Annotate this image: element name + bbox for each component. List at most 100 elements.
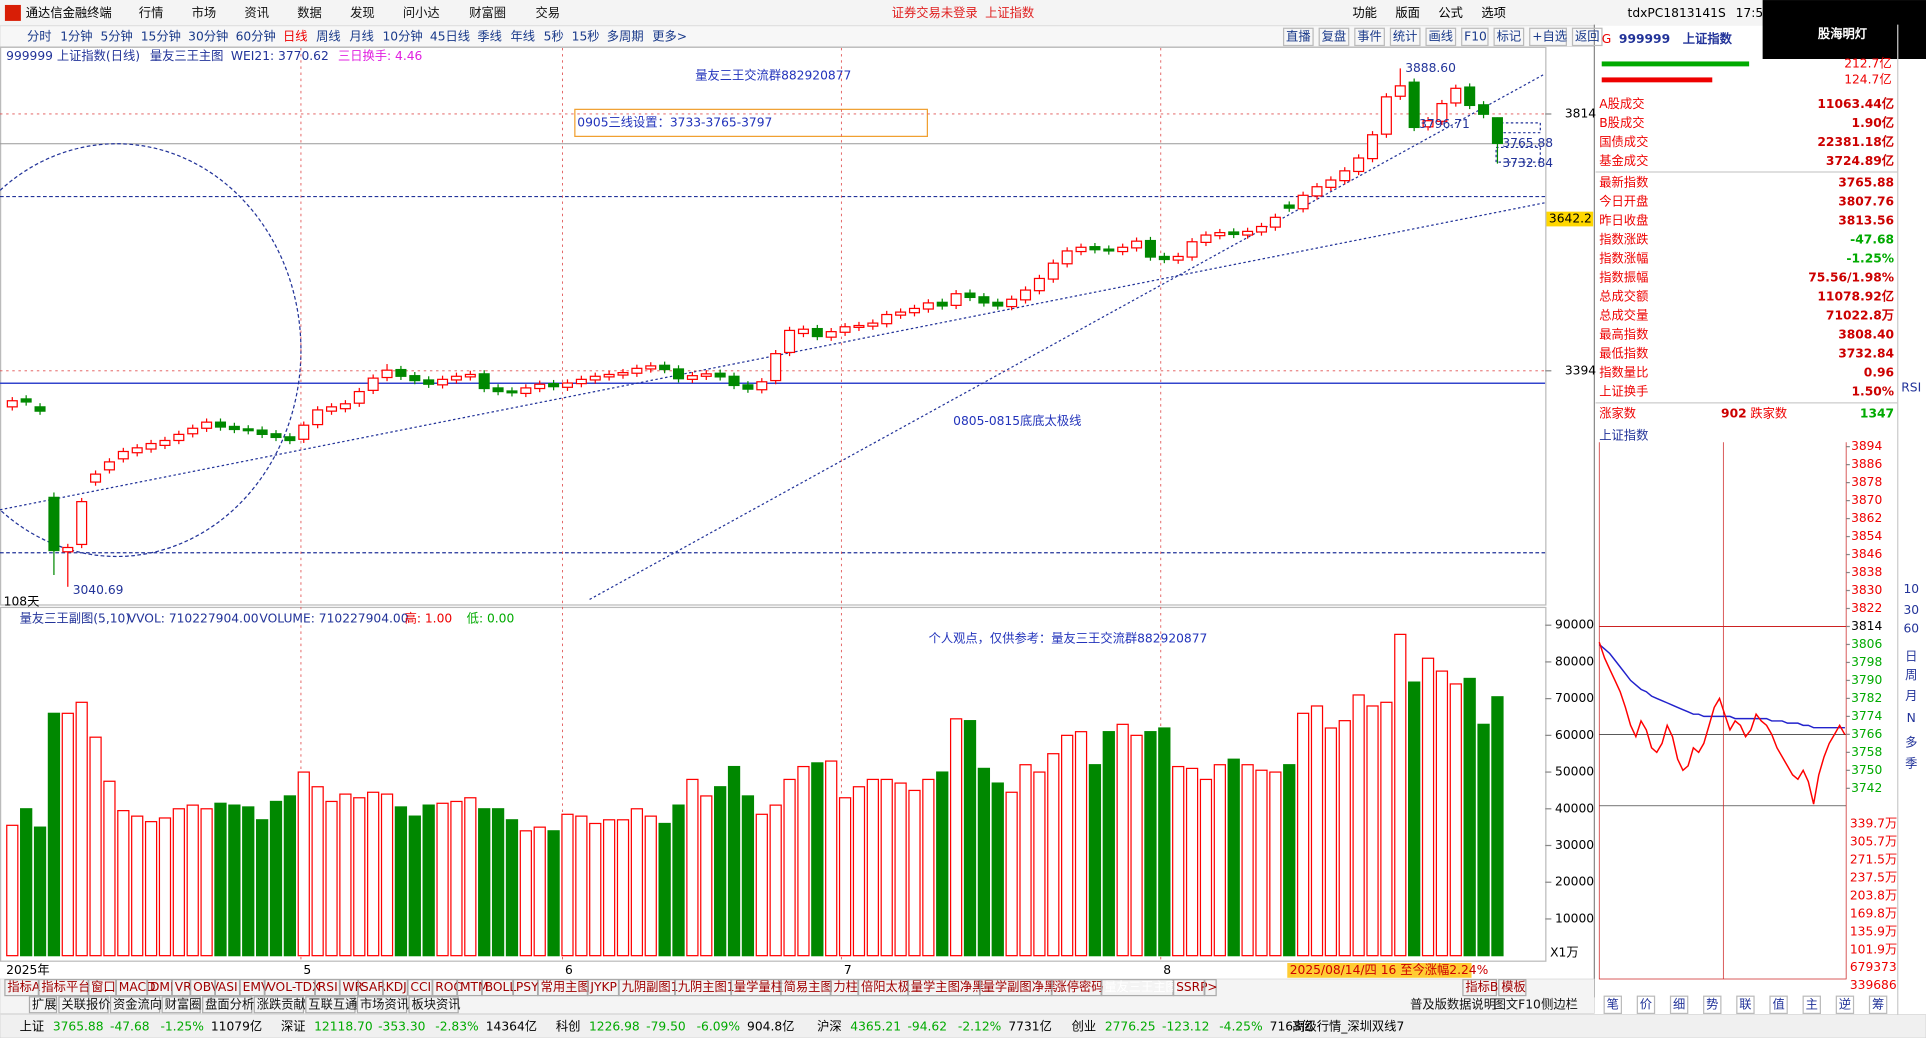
period-tab[interactable]: 日线 <box>283 29 308 43</box>
indicator-tab[interactable]: EMV <box>243 980 270 994</box>
toolbar-button[interactable]: +自选 <box>1532 29 1567 43</box>
info-tab[interactable]: 市场资讯 <box>360 996 409 1011</box>
period-tab[interactable]: 5分钟 <box>100 28 132 43</box>
indicator-tab[interactable]: 指标B <box>1465 979 1498 994</box>
toolbar-button[interactable]: 标记 <box>1497 29 1522 43</box>
side-button[interactable]: 日 <box>1905 650 1917 664</box>
indicator-tab[interactable]: 倍阳太极 <box>861 979 910 994</box>
menu-item[interactable]: 问小达 <box>403 6 440 20</box>
menu-item[interactable]: 财富圈 <box>469 5 506 20</box>
period-tab[interactable]: 1分钟 <box>60 28 92 43</box>
indicator-tab[interactable]: PSY <box>516 980 539 994</box>
period-tab[interactable]: 60分钟 <box>236 28 276 43</box>
indicator-tab[interactable]: SAR <box>361 980 386 994</box>
period-tab[interactable]: 45日线 <box>430 29 470 43</box>
indicator-tab[interactable]: 量学量柱 <box>734 979 783 994</box>
indicator-tab[interactable]: ROC <box>435 980 462 994</box>
indicator-tab[interactable]: SSRP <box>1176 980 1208 994</box>
toolbar-button[interactable]: 统计 <box>1393 29 1418 43</box>
info-tab[interactable]: 图文F10 <box>1494 996 1541 1011</box>
indicator-tab[interactable]: 模板 <box>1501 980 1526 994</box>
period-tab[interactable]: 分时 <box>27 29 52 43</box>
side-button[interactable]: 季 <box>1905 757 1917 771</box>
indicator-tab[interactable]: 涨停密码 <box>1054 979 1103 994</box>
indicator-tab[interactable]: BOLL <box>485 980 517 994</box>
indicator-tab[interactable]: MACD <box>119 980 156 994</box>
toolbar-button[interactable]: F10 <box>1464 29 1487 43</box>
indicator-tab[interactable]: ASI <box>218 980 238 994</box>
panel-tab[interactable]: 联 <box>1739 997 1751 1011</box>
indicator-tab[interactable]: 简易主图 <box>784 980 833 994</box>
panel-tab[interactable]: 主 <box>1806 997 1818 1011</box>
info-tab[interactable]: 涨跌贡献 <box>257 996 306 1011</box>
side-button[interactable]: 月 <box>1905 689 1917 703</box>
info-tab[interactable]: 财富圈 <box>165 996 202 1011</box>
info-tab[interactable]: 互联互通 <box>308 997 357 1011</box>
info-tab[interactable]: 扩展 <box>32 997 57 1011</box>
toolbar-button[interactable]: 画线 <box>1429 29 1454 43</box>
period-tab[interactable]: 季线 <box>477 29 502 43</box>
indicator-tab[interactable]: > <box>1207 980 1217 994</box>
indicator-tab[interactable]: VR <box>175 980 192 994</box>
indicator-tab[interactable]: 量友三王主图 <box>1104 980 1178 994</box>
indicator-tab[interactable]: DMI <box>150 980 174 994</box>
indicator-tab[interactable]: 力柱 <box>833 979 858 994</box>
indicator-tab[interactable]: 窗口 <box>91 980 116 994</box>
period-tab[interactable]: 周线 <box>316 29 341 43</box>
panel-tab[interactable]: 值 <box>1772 996 1784 1011</box>
menu-item[interactable]: 公式 <box>1438 6 1463 20</box>
menu-item[interactable]: 交易 <box>536 5 561 20</box>
info-tab[interactable]: 普及版数据说明 <box>1410 996 1496 1011</box>
menu-item[interactable]: 数据 <box>297 5 322 20</box>
period-tab[interactable]: 5秒 <box>544 29 564 43</box>
side-button[interactable]: 30 <box>1903 603 1919 617</box>
side-button[interactable]: 60 <box>1903 621 1919 635</box>
period-tab[interactable]: 多周期 <box>607 29 644 43</box>
period-tab[interactable]: 月线 <box>349 29 374 43</box>
info-tab[interactable]: 盘面分析 <box>205 996 254 1011</box>
indicator-tab[interactable]: CCI <box>410 980 431 994</box>
panel-tab[interactable]: 逆 <box>1839 996 1851 1011</box>
menu-item[interactable]: 资讯 <box>244 6 269 20</box>
side-button[interactable]: 周 <box>1905 668 1917 682</box>
panel-tab[interactable]: 筹 <box>1872 997 1884 1011</box>
indicator-tab[interactable]: 量学主图净黑 <box>911 979 985 994</box>
indicator-tab[interactable]: 指标平台 <box>41 979 90 994</box>
menu-item[interactable]: 发现 <box>350 5 375 20</box>
indicator-tab[interactable]: 常用主图 <box>541 980 590 994</box>
info-tab[interactable]: 关联报价 <box>61 996 110 1011</box>
toolbar-button[interactable]: 复盘 <box>1322 28 1347 43</box>
toolbar-button[interactable]: 事件 <box>1357 29 1382 43</box>
period-tab[interactable]: 更多> <box>652 29 687 43</box>
indicator-tab[interactable]: 指标A <box>7 979 41 994</box>
side-button[interactable]: N <box>1907 711 1916 725</box>
side-button[interactable]: 多 <box>1905 736 1917 750</box>
indicator-tab[interactable]: 九阴主图1 <box>678 980 735 994</box>
indicator-tab[interactable]: MTM <box>460 980 489 994</box>
indicator-tab[interactable]: VOL-TDX <box>267 980 321 994</box>
info-tab[interactable]: 板块资讯 <box>411 997 460 1011</box>
side-button[interactable]: 10 <box>1903 582 1919 596</box>
period-tab[interactable]: 15分钟 <box>141 28 181 43</box>
toolbar-button[interactable]: 返回 <box>1575 29 1600 43</box>
indicator-tab[interactable]: RSI <box>318 980 338 994</box>
indicator-tab[interactable]: OBV <box>193 980 220 994</box>
period-tab[interactable]: 10分钟 <box>382 28 422 43</box>
panel-tab[interactable]: 细 <box>1673 997 1685 1011</box>
period-tab[interactable]: 15秒 <box>572 29 600 43</box>
panel-tab[interactable]: 笔 <box>1607 996 1619 1011</box>
period-tab[interactable]: 30分钟 <box>188 28 228 43</box>
period-tab[interactable]: 年线 <box>510 29 535 43</box>
menu-item[interactable]: 功能 <box>1352 6 1377 20</box>
menu-item[interactable]: 市场 <box>192 5 217 20</box>
info-tab[interactable]: 侧边栏 <box>1541 996 1578 1011</box>
indicator-tab[interactable]: JYKP <box>589 980 617 994</box>
menu-item[interactable]: 行情 <box>139 6 164 20</box>
indicator-tab[interactable]: 量学副图净黑 <box>983 979 1057 994</box>
indicator-tab[interactable]: KDJ <box>386 980 407 994</box>
menu-item[interactable]: 版面 <box>1395 6 1420 20</box>
panel-tab[interactable]: 价 <box>1640 997 1652 1011</box>
indicator-tab[interactable]: 九阴副图1 <box>622 979 679 994</box>
menu-item[interactable]: 选项 <box>1481 6 1506 20</box>
side-button[interactable]: RSI <box>1901 381 1921 395</box>
